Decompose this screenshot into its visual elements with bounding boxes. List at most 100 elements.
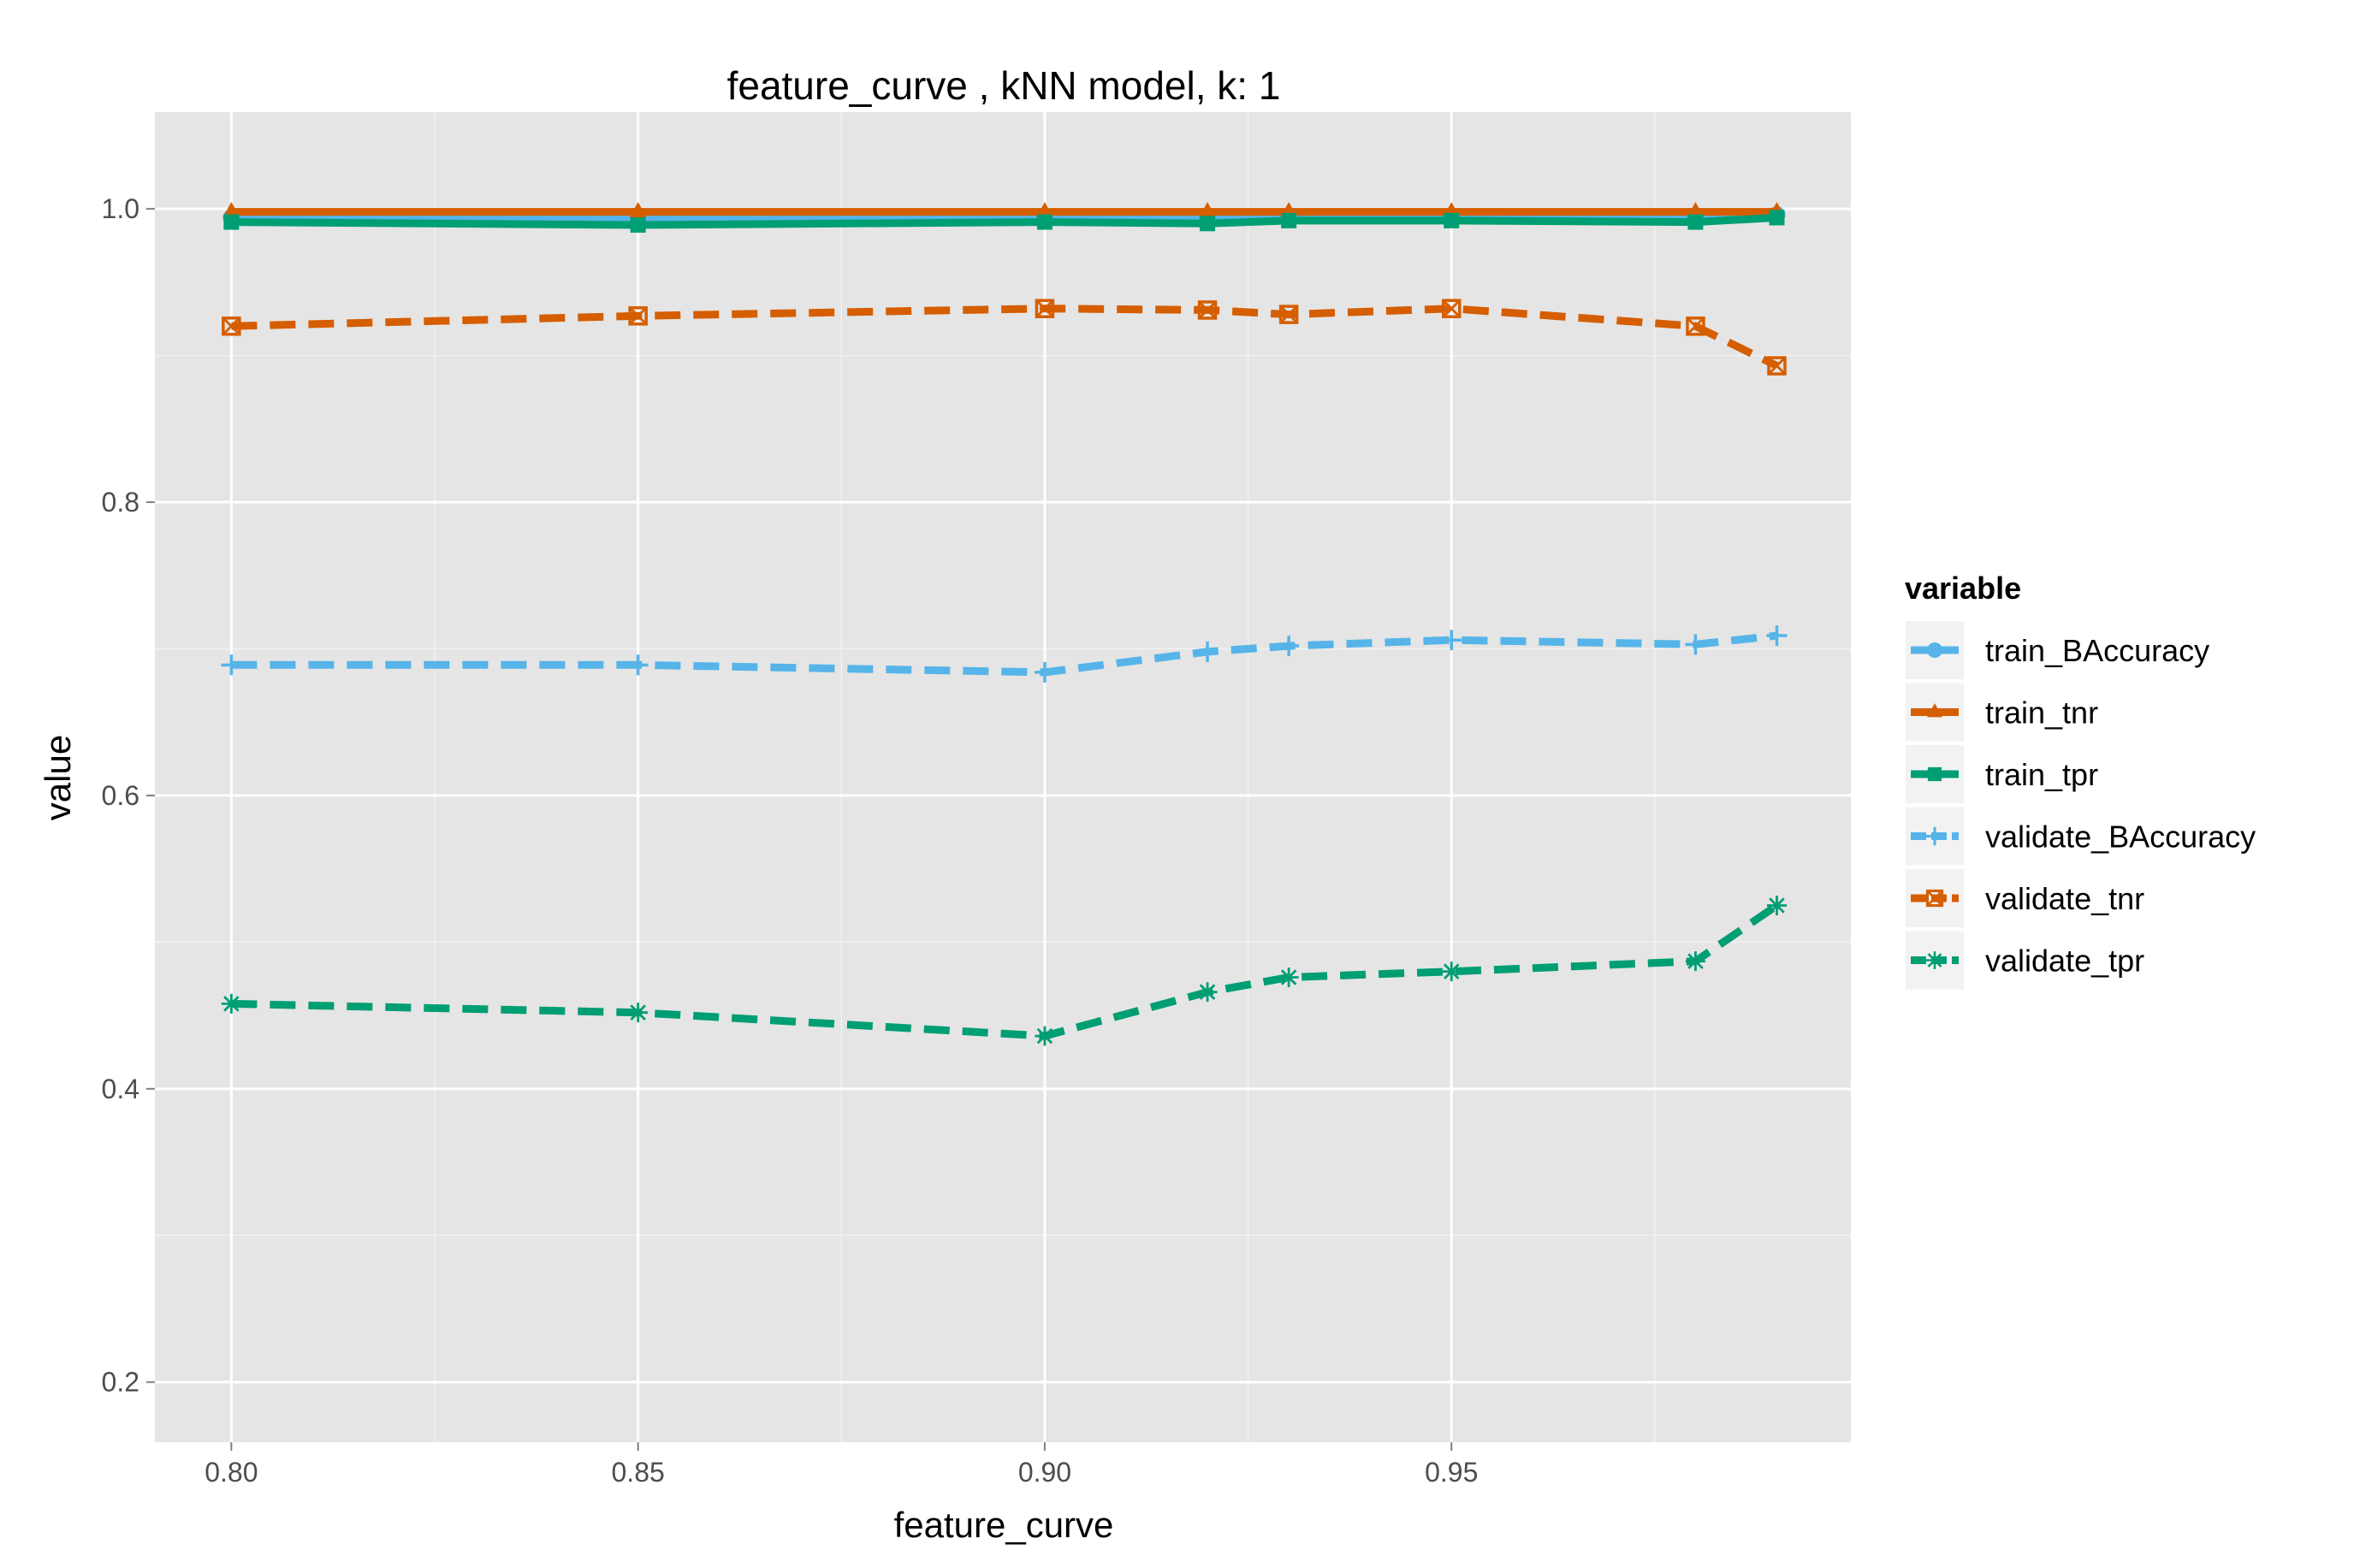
data-point-train-tpr: [1281, 212, 1297, 228]
series-validate-tpr: [221, 896, 1787, 1046]
series-line-train-baccuracy: [231, 210, 1777, 223]
triangle-marker: [1927, 703, 1942, 718]
legend-item-train-tnr: train_tnr: [1904, 681, 2098, 743]
series-line-train-tpr: [231, 213, 1777, 229]
square-marker: [223, 214, 240, 230]
x-tick-label: 0.80: [205, 1457, 258, 1488]
data-point-train-tpr: [1036, 214, 1053, 230]
box-marker-diag-b: [1035, 299, 1054, 318]
square-marker: [630, 217, 646, 234]
legend-label: validate_tnr: [1985, 881, 2144, 916]
legend-label: train_BAccuracy: [1985, 633, 2209, 668]
data-point-validate-tnr: [1686, 317, 1705, 336]
y-tick-label: 0.4: [102, 1074, 139, 1104]
data-point-train-tnr: [1035, 202, 1053, 218]
y-tick-label: 1.0: [102, 193, 139, 224]
box-marker: [1925, 889, 1944, 908]
asterisk-marker-d2: [1769, 897, 1785, 914]
data-point-train-tpr: [630, 217, 646, 234]
box-marker: [628, 306, 648, 326]
data-point-validate-tnr: [628, 306, 648, 326]
box-marker-diag-b: [1768, 357, 1786, 376]
legend-key-marker: [1925, 889, 1944, 908]
data-point-validate-tpr: [1197, 982, 1218, 1003]
legend-items: train_BAccuracy train_tnr train_tprvalidat…: [1904, 619, 2256, 991]
chart-title: feature_curve , kNN model, k: 1: [727, 63, 1281, 108]
axes: 0.2 0.4 0.6 0.8 1.0 0.80 0.85 0.90 0.95: [102, 193, 1479, 1488]
asterisk-marker-d2: [1927, 953, 1942, 967]
legend: variable train_BAccuracy train_tnr train_t…: [1904, 571, 2256, 991]
data-point-validate-baccuracy: [1034, 661, 1055, 683]
legend-label: validate_tpr: [1985, 944, 2144, 979]
y-tick-label: 0.2: [102, 1367, 139, 1398]
triangle-marker: [1687, 202, 1705, 218]
asterisk-marker-d2: [1687, 953, 1704, 969]
series-line-validate-baccuracy: [231, 631, 1777, 677]
data-point-validate-tnr: [1767, 356, 1787, 376]
square-marker: [1927, 766, 1942, 782]
legend-item-validate-tnr: validate_tnr: [1904, 867, 2144, 929]
series-line-validate-tnr: [231, 305, 1779, 370]
grid-lines: [155, 112, 1851, 1442]
legend-key-marker: [1925, 951, 1944, 969]
legend-label: train_tnr: [1985, 695, 2098, 731]
data-point-train-tnr: [1199, 202, 1217, 218]
box-marker: [1197, 300, 1218, 320]
series-validate-baccuracy: [221, 625, 1788, 683]
legend-item-train-tpr: train_tpr: [1904, 743, 2098, 805]
legend-label: validate_BAccuracy: [1985, 820, 2256, 855]
x-tick-label: 0.95: [1425, 1457, 1478, 1488]
data-point-validate-tnr: [1035, 299, 1055, 318]
box-marker: [1278, 305, 1299, 324]
data-point-validate-tnr: [1278, 305, 1299, 324]
square-marker: [1036, 214, 1053, 230]
asterisk-marker-d2: [1036, 1027, 1053, 1044]
data-point-validate-tpr: [221, 993, 241, 1014]
series-validate-tnr: [222, 299, 1787, 376]
box-marker-diag-b: [1442, 299, 1461, 318]
data-point-validate-baccuracy: [1441, 630, 1462, 651]
data-point-validate-baccuracy: [1685, 634, 1706, 655]
legend-key-marker: [1927, 642, 1942, 658]
box-marker-diag-b: [1198, 300, 1217, 319]
x-tick-label: 0.90: [1018, 1457, 1071, 1488]
triangle-marker: [222, 202, 240, 218]
square-marker: [1687, 214, 1704, 230]
box-marker-diag-b: [1926, 890, 1943, 907]
legend-key-marker: [1927, 766, 1942, 782]
square-marker: [1444, 212, 1460, 228]
data-point-validate-tpr: [1278, 967, 1299, 988]
triangle-marker: [1199, 202, 1217, 218]
y-tick-label: 0.8: [102, 487, 139, 518]
box-marker-diag-b: [629, 306, 648, 325]
data-point-train-tpr: [1200, 216, 1216, 232]
legend-label: train_tpr: [1985, 757, 2098, 792]
legend-item-train-baccuracy: train_BAccuracy: [1904, 619, 2209, 681]
box-marker-diag-b: [222, 317, 240, 335]
asterisk-marker-d2: [1199, 984, 1216, 1000]
data-point-validate-baccuracy: [1197, 641, 1219, 662]
legend-key-marker: [1925, 826, 1944, 846]
circle-marker: [1927, 642, 1942, 658]
square-marker: [1281, 212, 1297, 228]
box-marker-diag-b: [1686, 317, 1705, 335]
data-point-train-tnr: [629, 202, 647, 218]
legend-key-marker: [1927, 703, 1942, 718]
asterisk-marker-d2: [223, 996, 240, 1012]
asterisk-marker-d2: [1280, 969, 1297, 985]
data-point-validate-tpr: [1766, 896, 1787, 916]
data-point-validate-tpr: [1441, 962, 1462, 982]
square-marker: [1769, 210, 1785, 226]
y-axis-title: value: [38, 735, 78, 820]
triangle-marker: [629, 202, 647, 218]
box-marker: [1442, 299, 1462, 318]
data-point-validate-tnr: [1197, 300, 1218, 320]
data-point-train-tnr: [222, 202, 240, 218]
asterisk-marker-d2: [630, 1004, 646, 1021]
data-point-validate-baccuracy: [1278, 636, 1300, 657]
box-marker: [1035, 299, 1055, 318]
data-point-train-tpr: [223, 214, 240, 230]
data-point-train-tnr: [1687, 202, 1705, 218]
y-tick-label: 0.6: [102, 780, 139, 811]
